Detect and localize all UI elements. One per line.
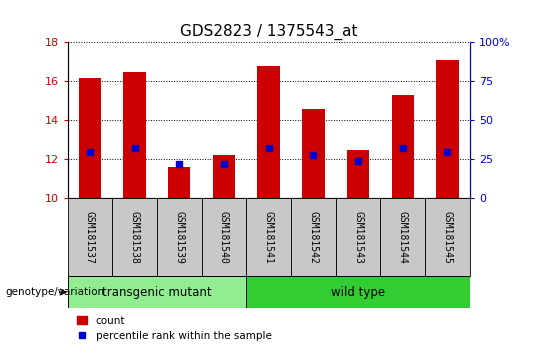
Text: transgenic mutant: transgenic mutant [102, 286, 212, 298]
Text: GSM181537: GSM181537 [85, 211, 95, 264]
Bar [291, 198, 336, 276]
Text: GSM181543: GSM181543 [353, 211, 363, 264]
Text: GSM181544: GSM181544 [398, 211, 408, 264]
Bar [213, 155, 235, 198]
Text: GSM181540: GSM181540 [219, 211, 229, 264]
Bar [157, 198, 201, 276]
Bar [336, 198, 380, 276]
Bar [201, 198, 246, 276]
Bar [392, 95, 414, 198]
Bar [79, 78, 101, 198]
Bar [380, 198, 425, 276]
Text: GSM181538: GSM181538 [130, 211, 139, 264]
Bar [258, 66, 280, 198]
Bar [425, 198, 470, 276]
Text: GSM181542: GSM181542 [308, 211, 319, 264]
Legend: count, percentile rank within the sample: count, percentile rank within the sample [73, 312, 275, 345]
Text: wild type: wild type [331, 286, 385, 298]
Text: genotype/variation: genotype/variation [5, 287, 105, 297]
Bar [123, 72, 146, 198]
Bar [246, 198, 291, 276]
Text: GSM181545: GSM181545 [442, 211, 453, 264]
Title: GDS2823 / 1375543_at: GDS2823 / 1375543_at [180, 23, 357, 40]
Bar [302, 109, 325, 198]
Bar [68, 198, 112, 276]
Text: GSM181541: GSM181541 [264, 211, 274, 264]
Bar [436, 60, 458, 198]
Bar [112, 198, 157, 276]
Bar [347, 149, 369, 198]
Bar [68, 276, 246, 308]
Bar [246, 276, 470, 308]
Bar [168, 167, 191, 198]
Text: GSM181539: GSM181539 [174, 211, 184, 264]
